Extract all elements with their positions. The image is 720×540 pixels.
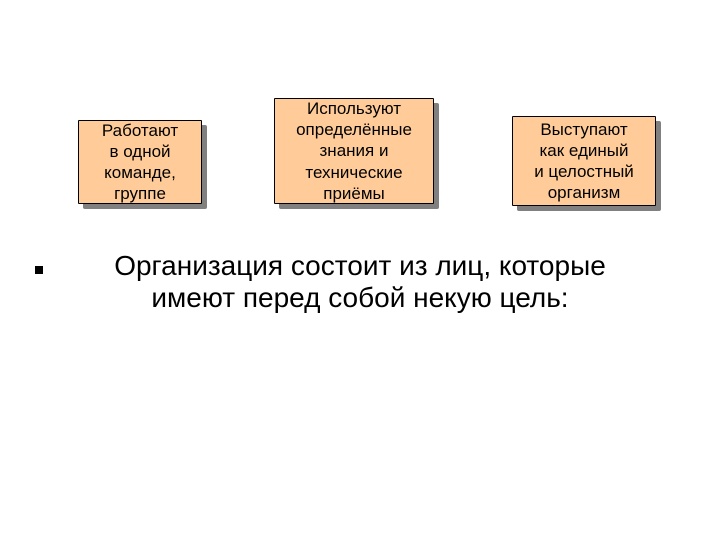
main-statement: Организация состоит из лиц, которые имею… — [0, 250, 720, 314]
callout-team-text: Работаютв однойкоманде,группе — [102, 120, 178, 205]
callout-team-box: Работаютв однойкоманде,группе — [78, 120, 202, 204]
main-statement-line2: имеют перед собой некую цель: — [0, 282, 720, 314]
callout-organism-text: Выступаюткак единыйи целостныйорганизм — [534, 119, 634, 204]
callout-organism: Выступаюткак единыйи целостныйорганизм — [512, 116, 656, 206]
callout-knowledge-box: Используютопределённыезнания итехнически… — [274, 98, 434, 204]
callout-team: Работаютв однойкоманде,группе — [78, 120, 202, 204]
callout-knowledge: Используютопределённыезнания итехнически… — [274, 98, 434, 204]
callout-organism-box: Выступаюткак единыйи целостныйорганизм — [512, 116, 656, 206]
main-statement-line1: Организация состоит из лиц, которые — [0, 250, 720, 282]
callout-knowledge-text: Используютопределённыезнания итехнически… — [296, 98, 412, 204]
